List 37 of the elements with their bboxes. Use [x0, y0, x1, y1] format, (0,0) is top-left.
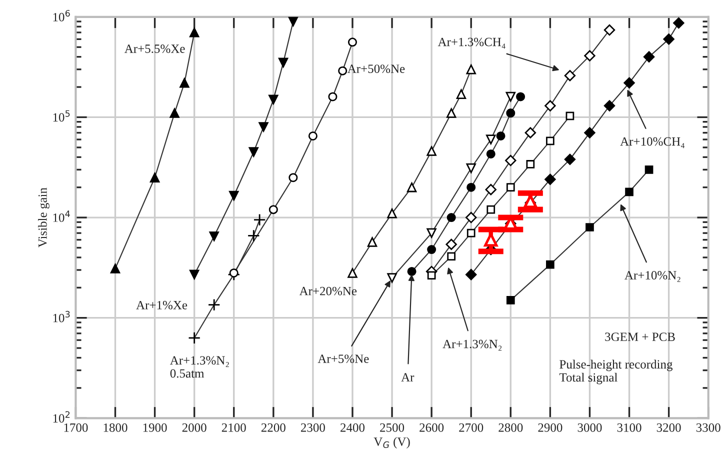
x-tick-label: 2500 — [380, 423, 404, 432]
x-tick-label: 2000 — [182, 423, 206, 432]
annotation: Ar+1.3%N₂ 0.5atm — [170, 356, 229, 378]
annotation: Ar+20%Ne — [299, 286, 357, 296]
x-tick-label: 2800 — [498, 423, 523, 432]
annotation: Ar+1.3%N₂ — [442, 340, 502, 351]
x-tick-label: 1900 — [143, 423, 167, 432]
annotation: Ar — [401, 373, 414, 382]
annotation: Ar+5.5%Xe — [124, 44, 185, 53]
x-tick-label: 2400 — [340, 423, 365, 432]
annotation: Ar+50%Ne — [347, 64, 405, 74]
y-tick-label: 10$^{4}$ — [53, 210, 70, 222]
x-tick-label: 3000 — [578, 423, 602, 432]
x-tick-label: 2700 — [459, 423, 484, 432]
x-tick-label: 2600 — [420, 423, 444, 432]
annotation: Ar+10%N₂ — [624, 271, 680, 282]
x-tick-label: 3100 — [617, 423, 642, 432]
annotation: Ar+5%Ne — [318, 354, 369, 364]
x-tick-label: 3300 — [696, 423, 720, 432]
annotation: Ar+1.3%CH₄ — [438, 38, 506, 49]
y-axis-title: Visible gain — [38, 188, 50, 248]
x-axis-title: V$_{G}$ (V) — [374, 437, 410, 448]
y-tick-label: 10$^{3}$ — [53, 310, 70, 322]
y-tick-label: 10$^{5}$ — [53, 110, 70, 122]
x-tick-label: 2200 — [261, 423, 286, 432]
x-tick-label: 2900 — [538, 423, 562, 432]
x-tick-label: 2100 — [222, 423, 246, 432]
x-tick-label: 3200 — [656, 423, 681, 432]
annotation: 3GEM + PCB — [605, 332, 675, 342]
y-tick-label: 10$^{6}$ — [53, 10, 70, 22]
annotation: Pulse-height recording Total signal — [559, 360, 672, 384]
y-tick-label: 10$^{2}$ — [53, 411, 70, 423]
annotation: Ar+10%CH₄ — [620, 137, 684, 148]
annotation: Ar+1%Xe — [136, 300, 188, 310]
x-tick-label: 2300 — [301, 423, 325, 432]
x-tick-label: 1800 — [104, 423, 128, 432]
x-tick-label: 1700 — [64, 423, 88, 432]
